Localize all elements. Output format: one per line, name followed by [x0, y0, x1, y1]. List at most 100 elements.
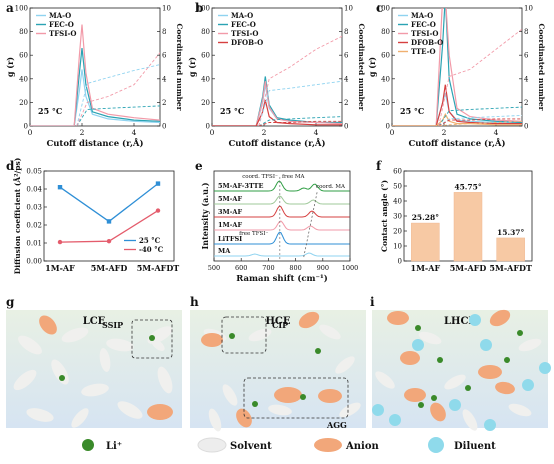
anion — [387, 311, 409, 325]
x-tick-label: 4 — [494, 128, 499, 137]
solvent-molecule — [462, 409, 478, 431]
diluent-molecule — [372, 404, 384, 416]
y-tick-label-right: 8 — [344, 28, 348, 36]
annotation: coord. TFSI⁻ — [242, 174, 278, 180]
panel-letter-i: i — [370, 295, 375, 309]
li-ion — [149, 335, 155, 341]
x-category-label: 1M-AF — [45, 263, 75, 273]
y-tick-label-right: 4 — [162, 75, 167, 83]
cn-line-tfsi-o — [258, 35, 342, 126]
legend-label: Solvent — [230, 441, 272, 452]
data-point — [57, 185, 63, 190]
legend-entry: FEC-O — [49, 20, 74, 29]
y-tick-label-left: 40 — [201, 75, 210, 83]
agg-label: AGG — [326, 420, 347, 430]
rdf-line-fec-o — [392, 8, 522, 126]
spectrum-label: 1M-AF — [218, 221, 242, 229]
y-tick-label-right: 4 — [524, 75, 529, 83]
x-tick-label: 2 — [80, 128, 85, 137]
spectrum-label: 5M-AF — [218, 195, 242, 203]
spectrum-label: MA — [218, 247, 231, 255]
panel-letter-a: a — [6, 1, 14, 15]
legend-entry: MA-O — [411, 11, 433, 20]
x-tick-label: 4 — [132, 128, 137, 137]
y-tick-label: 0.05 — [26, 168, 42, 176]
bar-value-label: 25.28° — [412, 213, 439, 222]
x-tick-label: 600 — [235, 264, 247, 272]
schematic-lhce: LHCE — [372, 309, 551, 431]
x-category-label: 5M-AFD — [450, 263, 487, 273]
anion — [236, 408, 252, 428]
li-ion — [418, 402, 424, 408]
spectrum-line — [214, 205, 350, 218]
y-tick-label-left: 60 — [19, 52, 28, 60]
x-tick-label: 1000 — [342, 264, 359, 272]
legend-swatch-1 — [197, 437, 227, 453]
legend-label: Anion — [345, 441, 379, 452]
spectrum-label: 3M-AF — [218, 208, 242, 216]
rdf-line-dfob-o — [392, 84, 522, 126]
li-ion — [504, 357, 510, 363]
legend-label: Li⁺ — [106, 441, 122, 452]
solvent-molecule — [222, 384, 238, 406]
solvent-molecule — [508, 403, 532, 417]
y-tick-label-left: 100 — [197, 5, 210, 13]
plot-frame — [29, 7, 161, 127]
x-tick-label: 700 — [262, 264, 274, 272]
y-axis-label-left: g (r) — [5, 57, 15, 77]
li-ion — [59, 375, 65, 381]
y-tick-label: 0.01 — [26, 240, 42, 248]
anion — [39, 315, 57, 335]
schematic-title: LHCE — [444, 316, 476, 327]
y-axis-label-right: Coordinated number — [175, 23, 184, 111]
solvent-molecule — [418, 331, 442, 345]
y-tick-label-left: 80 — [19, 28, 28, 36]
y-axis-label: Contact angle (°) — [380, 180, 389, 252]
y-tick-label-right: 2 — [524, 99, 528, 107]
solvent-molecule — [157, 366, 173, 394]
spectrum-label: LiTFSI — [218, 235, 242, 243]
y-axis-label: Diffusion coefficient (Å²/ps) — [13, 158, 22, 275]
y-tick-label: 10 — [393, 243, 402, 251]
y-tick-label-right: 2 — [162, 99, 166, 107]
anion — [404, 388, 426, 402]
rdf-line-tfsi-o — [30, 24, 160, 126]
solvent-molecule — [26, 408, 54, 422]
diluent-molecule — [522, 379, 534, 391]
li-ion — [415, 325, 421, 331]
diluent-molecule — [539, 362, 551, 374]
anion — [201, 333, 223, 347]
y-tick-label-right: 0 — [162, 123, 166, 131]
spectrum-line — [214, 231, 350, 245]
species-legend: Li⁺ Solvent Anion Diluent — [82, 437, 496, 453]
x-tick-label: 800 — [289, 264, 301, 272]
plot-frame — [43, 170, 175, 262]
diluent-molecule — [484, 419, 496, 431]
plot-frame — [391, 7, 523, 127]
y-axis-label: Intensity (a.u.) — [200, 182, 210, 249]
cn-line-tte-o — [438, 120, 522, 126]
y-tick-label-left: 80 — [381, 28, 390, 36]
raman-chart: 500 600 700 800 900 1000 Raman shift (cm⁻¹) Int… — [200, 170, 359, 284]
y-tick-label-right: 6 — [344, 52, 349, 60]
y-tick-label-left: 40 — [381, 75, 390, 83]
legend-entry: TFSI-O — [49, 29, 77, 38]
cn-line-dfob-o — [258, 120, 342, 126]
y-tick-label-left: 0 — [206, 123, 210, 131]
legend-entry: 25 °C — [139, 236, 161, 245]
temperature-label: 25 °C — [38, 106, 62, 116]
y-tick-label: 0.04 — [26, 186, 42, 194]
x-tick-label: 2 — [262, 128, 267, 137]
x-axis-label: Raman shift (cm⁻¹) — [236, 273, 328, 284]
y-tick-label-left: 80 — [201, 28, 210, 36]
bar-value-label: 45.75° — [454, 182, 481, 191]
panel-letter-g: g — [6, 295, 15, 309]
solvent-molecule — [375, 371, 395, 389]
legend-entry: DFOB-O — [231, 38, 263, 47]
rdf-line-tfsi-o — [212, 81, 342, 126]
data-point — [57, 239, 63, 245]
panel-letter-b: b — [195, 1, 203, 15]
y-tick-label: 40 — [393, 198, 402, 206]
